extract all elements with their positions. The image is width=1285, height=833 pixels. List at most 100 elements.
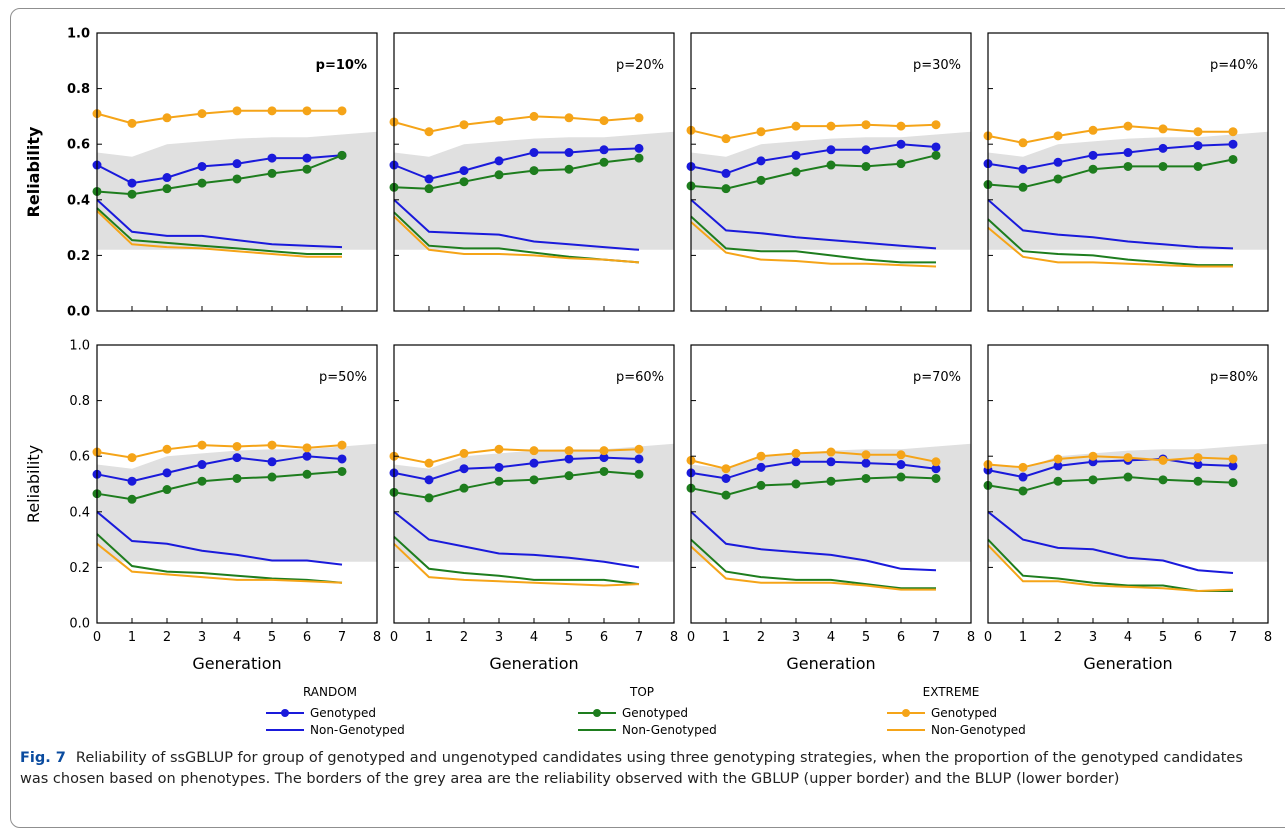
data-point-extreme-genotyped [721, 464, 731, 474]
x-tick-label: 8 [373, 630, 381, 645]
data-point-top-genotyped [127, 494, 137, 504]
data-point-extreme-genotyped [127, 118, 137, 128]
figure-canvas: 1.0 0.8 0.6 0.4 0.2 0.0 Reliability p=10% p=20% p… [24, 27, 1272, 738]
panel-annotation: p=70% [913, 370, 961, 385]
data-point-random-genotyped [634, 454, 644, 464]
series-line-top-non-genotyped [690, 538, 936, 590]
series-line-random-genotyped [393, 456, 640, 481]
x-tick-label: 8 [967, 630, 975, 645]
data-point-top-genotyped [459, 177, 469, 187]
data-point-extreme-genotyped [564, 113, 574, 123]
data-point-extreme-genotyped [1193, 453, 1203, 463]
x-tick-label: 0 [687, 630, 695, 645]
series-line-random-genotyped [393, 147, 640, 181]
data-point-top-genotyped [232, 174, 242, 184]
x-axis-label: Generation [192, 654, 281, 673]
series-line-extreme-genotyped [393, 115, 640, 133]
y-axis-label: Reliability [24, 445, 43, 523]
data-point-extreme-genotyped [896, 121, 906, 131]
series-line-extreme-non-genotyped [393, 215, 640, 264]
data-point-top-genotyped [634, 469, 644, 479]
data-point-extreme-genotyped [459, 448, 469, 458]
data-point-top-genotyped [1088, 475, 1098, 485]
series-line-top-genotyped [987, 158, 1234, 189]
series-line-extreme-non-genotyped [690, 221, 937, 268]
legend: RANDOM Genotyped Non-Genotyped TOP Genotyped… [266, 685, 1026, 737]
data-point-extreme-genotyped [931, 457, 941, 467]
x-tick-label: 2 [460, 630, 468, 645]
series-line-top-non-genotyped [96, 207, 342, 255]
data-point-extreme-genotyped [861, 450, 871, 460]
x-tick-label: 6 [1194, 630, 1202, 645]
legend-group-title: TOP [629, 685, 654, 699]
x-tick-label: 6 [303, 630, 311, 645]
data-point-top-genotyped [1018, 182, 1028, 192]
data-point-top-genotyped [861, 161, 871, 171]
reliability-band [988, 443, 1268, 562]
chart-panel-2: p=20% [389, 32, 675, 312]
x-tick-label: 5 [268, 630, 276, 645]
panel-annotation: p=80% [1210, 370, 1258, 385]
data-point-extreme-genotyped [1123, 453, 1133, 463]
panel-annotation: p=30% [913, 58, 961, 73]
data-point-extreme-genotyped [424, 127, 434, 137]
legend-label-non-genotyped: Non-Genotyped [310, 723, 405, 737]
y-tick-label: 0.2 [69, 561, 90, 576]
legend-group-title: EXTREME [923, 685, 980, 699]
data-point-top-genotyped [232, 473, 242, 483]
chart-panel-7: 0 1 2 3 4 5 6 7 8 Generation p=70% [686, 344, 975, 673]
data-point-top-genotyped [337, 466, 347, 476]
data-point-top-genotyped [1228, 478, 1238, 488]
x-tick-label: 4 [530, 630, 538, 645]
data-point-random-genotyped [826, 457, 836, 467]
data-point-top-genotyped [494, 170, 504, 180]
series-line-random-non-genotyped [690, 511, 937, 572]
data-point-top-genotyped [564, 164, 574, 174]
series-line-extreme-non-genotyped [690, 545, 936, 591]
series-line-top-genotyped [393, 157, 640, 190]
x-tick-label: 8 [1264, 630, 1272, 645]
y-tick-label: 0.6 [69, 450, 90, 465]
data-point-random-genotyped [162, 173, 172, 183]
x-tick-label: 1 [722, 630, 730, 645]
series-line-random-non-genotyped [393, 199, 640, 251]
data-point-top-genotyped [1228, 154, 1238, 164]
data-point-top-genotyped [861, 473, 871, 483]
series-line-extreme-non-genotyped [96, 543, 343, 584]
data-point-extreme-genotyped [459, 120, 469, 130]
series-line-extreme-genotyped [987, 125, 1233, 144]
data-point-extreme-genotyped [162, 113, 172, 123]
data-point-extreme-genotyped [826, 447, 836, 457]
chart-panel-8: 0 1 2 3 4 5 6 7 8 Generation p=80% [983, 344, 1272, 673]
x-tick-label: 0 [93, 630, 101, 645]
data-point-top-genotyped [1193, 161, 1203, 171]
data-point-random-genotyped [1018, 164, 1028, 174]
data-point-random-genotyped [302, 451, 312, 461]
data-point-extreme-genotyped [1053, 131, 1063, 141]
series-line-extreme-genotyped [96, 109, 342, 125]
data-point-extreme-genotyped [756, 127, 766, 137]
data-point-random-genotyped [127, 178, 137, 188]
data-point-top-genotyped [1158, 161, 1168, 171]
data-point-random-genotyped [127, 476, 137, 486]
data-point-extreme-genotyped [197, 440, 207, 450]
data-point-extreme-genotyped [424, 458, 434, 468]
data-point-extreme-genotyped [267, 106, 277, 116]
data-point-random-genotyped [721, 168, 731, 178]
data-point-extreme-genotyped [1193, 127, 1203, 137]
panel-annotation: p=40% [1210, 58, 1258, 73]
data-point-top-genotyped [564, 471, 574, 481]
x-tick-label: 5 [862, 630, 870, 645]
data-point-random-genotyped [1123, 148, 1133, 158]
data-point-random-genotyped [1158, 143, 1168, 153]
data-point-random-genotyped [302, 153, 312, 163]
legend-label-genotyped: Genotyped [931, 706, 997, 720]
series-line-random-non-genotyped [96, 199, 343, 249]
series-line-random-genotyped [987, 143, 1234, 171]
series-line-random-genotyped [690, 143, 937, 175]
data-point-top-genotyped [267, 168, 277, 178]
data-point-random-genotyped [896, 460, 906, 470]
data-point-extreme-genotyped [1123, 121, 1133, 131]
data-point-top-genotyped [302, 164, 312, 174]
data-point-random-genotyped [861, 145, 871, 155]
